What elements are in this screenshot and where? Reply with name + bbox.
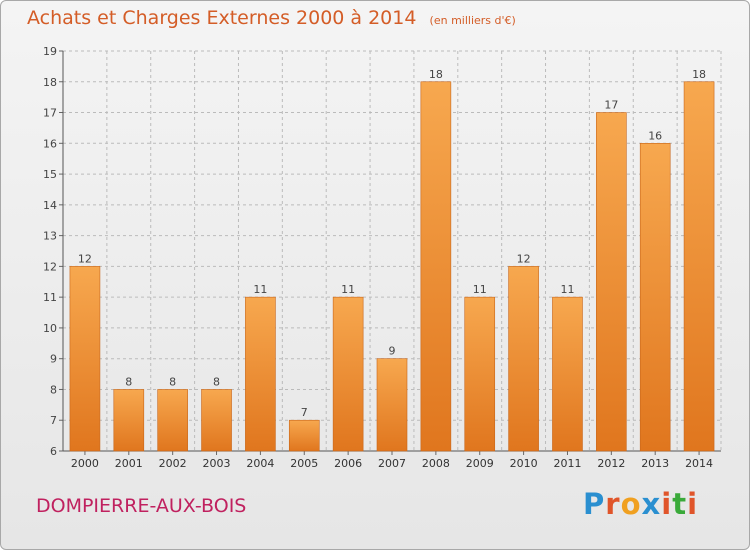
y-tick-label: 16 <box>43 137 57 150</box>
x-tick-label-2011: 2011 <box>553 457 581 470</box>
bar-2010 <box>508 266 539 452</box>
data-label-2008: 18 <box>429 68 443 81</box>
y-tick-label: 18 <box>43 76 57 89</box>
logo-letter: r <box>605 487 621 521</box>
bar-2001 <box>113 389 145 452</box>
bar-chart: 6 7 8 9 10 11 12 13 14 15 16 17 18 19 2000 2001 2002 2003… <box>43 45 722 470</box>
data-label-2000: 12 <box>78 252 92 265</box>
chart-unit: (en milliers d'€) <box>429 14 516 27</box>
x-tick-label-2007: 2007 <box>378 457 406 470</box>
x-tick-label-2003: 2003 <box>203 457 231 470</box>
logo-letter: i <box>661 487 673 521</box>
x-tick-label-2001: 2001 <box>115 457 143 470</box>
x-tick-label-2012: 2012 <box>597 457 625 470</box>
bar-2004 <box>245 296 276 452</box>
bar-2005 <box>288 419 320 452</box>
y-tick-label: 7 <box>50 414 57 427</box>
data-label-2013: 16 <box>648 129 662 142</box>
y-tick-label: 10 <box>43 322 57 335</box>
data-label-2014: 18 <box>692 68 706 81</box>
x-tick-label-2002: 2002 <box>159 457 187 470</box>
data-label-2012: 17 <box>604 99 618 112</box>
y-tick-label: 17 <box>43 107 57 120</box>
x-tick-label-2013: 2013 <box>641 457 669 470</box>
x-tick-label-2000: 2000 <box>71 457 99 470</box>
data-label-2011: 11 <box>560 283 574 296</box>
y-tick-label: 11 <box>43 291 57 304</box>
x-tick-label-2010: 2010 <box>510 457 538 470</box>
y-tick-label: 15 <box>43 168 57 181</box>
x-tick-label-2006: 2006 <box>334 457 362 470</box>
bar-2013 <box>639 143 671 452</box>
data-label-2001: 8 <box>125 375 132 388</box>
y-tick-label: 14 <box>43 199 57 212</box>
logo-letter: i <box>687 487 699 521</box>
bar-2014 <box>683 81 715 452</box>
logo-letter: o <box>620 487 642 521</box>
commune-name: DOMPIERRE-AUX-BOIS <box>36 495 247 517</box>
x-tick-label-2009: 2009 <box>466 457 494 470</box>
x-tick-label-2008: 2008 <box>422 457 450 470</box>
chart-title-area: Achats et Charges Externes 2000 à 2014 (… <box>27 7 516 29</box>
y-tick-label: 6 <box>50 445 57 458</box>
y-tick-label: 19 <box>43 45 57 58</box>
data-label-2006: 11 <box>341 283 355 296</box>
bar-2009 <box>464 296 496 452</box>
bar-2012 <box>596 112 627 452</box>
data-label-2005: 7 <box>301 406 308 419</box>
logo-letter: x <box>641 487 662 521</box>
bars <box>69 81 715 452</box>
y-tick-label: 9 <box>50 353 57 366</box>
chart-title: Achats et Charges Externes 2000 à 2014 <box>27 7 417 29</box>
data-label-2002: 8 <box>169 375 176 388</box>
logo-letter: t <box>672 487 688 521</box>
data-label-2003: 8 <box>213 375 220 388</box>
bar-2006 <box>332 296 364 452</box>
bar-2003 <box>201 389 232 452</box>
data-label-2010: 12 <box>517 252 531 265</box>
x-tick-label-2004: 2004 <box>246 457 274 470</box>
data-label-2004: 11 <box>253 283 267 296</box>
axes: 6 7 8 9 10 11 12 13 14 15 16 17 18 19 2000 2001 2002 2003… <box>43 45 721 470</box>
y-tick-label: 13 <box>43 230 57 243</box>
proxiti-logo: Proxiti <box>583 487 698 521</box>
logo-letter: P <box>583 487 606 521</box>
data-labels: 12 8 8 8 11 7 11 9 18 11 12 11 17 16 18 <box>78 68 706 419</box>
data-label-2007: 9 <box>389 345 396 358</box>
bar-2007 <box>376 358 408 452</box>
bar-2008 <box>420 81 452 452</box>
bar-2011 <box>552 296 583 452</box>
x-tick-label-2014: 2014 <box>685 457 713 470</box>
data-label-2009: 11 <box>473 283 487 296</box>
y-tick-label: 12 <box>43 260 57 273</box>
y-tick-label: 8 <box>50 383 57 396</box>
x-tick-label-2005: 2005 <box>290 457 318 470</box>
bar-2002 <box>157 389 188 452</box>
bar-2000 <box>69 266 101 452</box>
